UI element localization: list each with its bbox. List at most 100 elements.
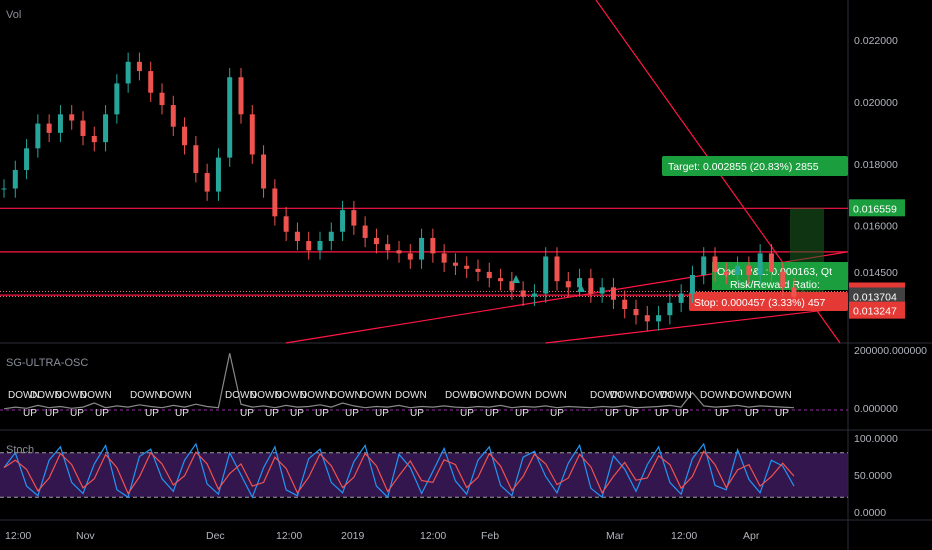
up-signal-label: UP <box>515 408 529 419</box>
long-position-tool[interactable]: Target: 0.002855 (20.83%) 2855 Open P&L: … <box>662 156 848 311</box>
candle-body <box>430 237 436 254</box>
candle-body <box>498 278 504 282</box>
stoch-d-line <box>3 450 795 495</box>
candle-body <box>170 105 176 127</box>
candle-body <box>678 293 684 303</box>
up-signal-label: UP <box>345 408 359 419</box>
stoch-axis[interactable]: 100.0000 50.0000 0.0000 <box>854 433 898 519</box>
candle-body <box>396 250 402 254</box>
down-signal-label: DOWN <box>330 390 362 401</box>
stoch-tick-label: 0.0000 <box>854 507 886 519</box>
down-signal-label: DOWN <box>275 390 307 401</box>
up-signal-label: UP <box>625 408 639 419</box>
time-tick-label: Dec <box>206 530 225 542</box>
up-signal-label: UP <box>550 408 564 419</box>
down-signal-label: DOWN <box>470 390 502 401</box>
buy-signal-marker <box>512 275 520 283</box>
candle-body <box>261 154 267 189</box>
down-signal-label: DOWN <box>8 390 40 401</box>
stoch-tick-label: 100.0000 <box>854 433 898 445</box>
candle-body <box>644 315 650 322</box>
candle-body <box>294 231 300 242</box>
down-signal-label: DOWN <box>360 390 392 401</box>
open-pl-label: Open P&L: 0.000163, Qt <box>717 266 832 278</box>
up-signal-label: UP <box>605 408 619 419</box>
candle-body <box>57 114 63 133</box>
down-signal-label: DOWN <box>80 390 112 401</box>
time-tick-label: Feb <box>481 530 499 542</box>
candle-body <box>182 126 188 146</box>
oscillator-tick-label: 200000.000000 <box>854 345 927 357</box>
down-signal-label: DOWN <box>590 390 622 401</box>
time-tick-label: Apr <box>743 530 760 542</box>
time-tick-label: Mar <box>606 530 625 542</box>
candle-body <box>610 287 616 300</box>
up-signal-label: UP <box>23 408 37 419</box>
candle-body <box>509 281 515 291</box>
candle-body <box>272 188 278 217</box>
price-tag-label: 0.013247 <box>853 306 897 318</box>
down-signal-label: DOWN <box>445 390 477 401</box>
candle-body <box>103 114 109 143</box>
candle-body <box>520 290 526 297</box>
up-signal-label: UP <box>655 408 669 419</box>
down-signal-label: DOWN <box>500 390 532 401</box>
candle-body <box>452 262 458 266</box>
up-signal-label: UP <box>175 408 189 419</box>
up-signal-label: UP <box>290 408 304 419</box>
candle-body <box>543 256 549 294</box>
up-signal-label: UP <box>240 408 254 419</box>
candle-body <box>328 231 334 242</box>
down-signal-label: DOWN <box>225 390 257 401</box>
down-signal-label: DOWN <box>760 390 792 401</box>
up-signal-label: UP <box>410 408 424 419</box>
candle-body <box>362 225 368 238</box>
price-tick-label: 0.022000 <box>854 35 898 47</box>
stoch-series <box>0 442 848 499</box>
candle-body <box>441 253 447 263</box>
candle-body <box>249 114 255 155</box>
down-signal-label: DOWN <box>250 390 282 401</box>
stop-label: Stop: 0.000457 (3.33%) 457 <box>694 297 826 309</box>
price-tag <box>849 287 905 305</box>
candle-body <box>12 169 18 189</box>
candle-body <box>373 237 379 245</box>
price-tick-label: 0.016000 <box>854 221 898 233</box>
trend-line[interactable] <box>545 306 849 344</box>
buy-signal-marker <box>577 284 585 292</box>
candle-body <box>148 71 154 93</box>
candle-body <box>577 278 583 288</box>
price-tag <box>849 199 905 217</box>
candle-body <box>215 157 221 192</box>
down-signal-label: DOWN <box>730 390 762 401</box>
candle-body <box>283 216 289 232</box>
candle-body <box>565 281 571 288</box>
candle-body <box>531 293 537 297</box>
price-axis[interactable]: 0.022000 0.020000 0.018000 0.016000 0.014500 <box>854 35 898 279</box>
candle-body <box>475 268 481 272</box>
down-signal-label: DOWN <box>300 390 332 401</box>
time-tick-label: 12:00 <box>5 530 31 542</box>
candle-body <box>667 302 673 316</box>
candle-body <box>204 173 210 192</box>
candle-body <box>306 241 312 251</box>
down-signal-label: DOWN <box>130 390 162 401</box>
up-signal-label: UP <box>45 408 59 419</box>
up-signal-label: UP <box>375 408 389 419</box>
time-axis[interactable]: 12:00 Nov Dec 12:00 2019 12:00 Feb Mar 12:00 Apr <box>5 530 760 542</box>
candle-body <box>24 148 30 170</box>
candle-body <box>46 123 52 133</box>
time-tick-label: 12:00 <box>420 530 446 542</box>
target-label-box <box>662 156 848 176</box>
candle-body <box>599 287 605 294</box>
oscillator-line <box>3 353 795 410</box>
up-signal-label: UP <box>265 408 279 419</box>
oscillator-axis[interactable]: 200000.000000 0.000000 <box>854 345 927 415</box>
stop-label-box <box>689 292 848 311</box>
open-pl-box <box>712 262 848 290</box>
candle-body <box>419 237 425 260</box>
down-signal-label: DOWN <box>640 390 672 401</box>
up-signal-label: UP <box>145 408 159 419</box>
